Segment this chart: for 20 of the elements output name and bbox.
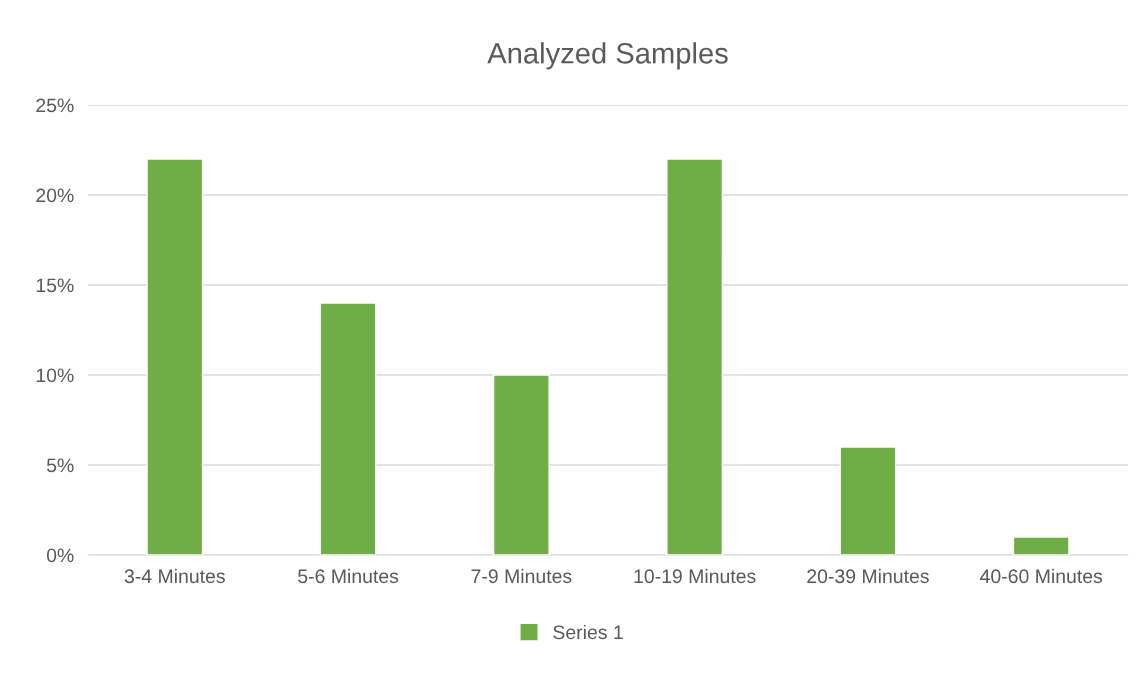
y-tick-label: 5% (46, 458, 74, 473)
bar (146, 158, 204, 555)
x-tick-label: 20-39 Minutes (807, 568, 929, 584)
x-tick-label: 5-6 Minutes (298, 568, 399, 584)
x-tick-label: 10-19 Minutes (634, 568, 756, 584)
bar (492, 374, 550, 555)
x-tick-label: 3-4 Minutes (124, 568, 225, 584)
y-tick-label: 0% (46, 548, 74, 563)
x-tick-label: 40-60 Minutes (980, 568, 1103, 584)
x-tick-label: 7-9 Minutes (471, 568, 572, 584)
y-tick-label: 10% (36, 368, 74, 383)
legend-label: Series 1 (553, 624, 623, 640)
y-tick-label: 15% (36, 278, 74, 293)
bar (839, 446, 897, 555)
bar (319, 302, 377, 555)
y-tick-label: 25% (36, 98, 74, 113)
y-tick-label: 20% (36, 188, 74, 203)
bar (666, 158, 724, 555)
bar (1012, 536, 1070, 555)
chart-title: Analyzed Samples (487, 42, 728, 70)
